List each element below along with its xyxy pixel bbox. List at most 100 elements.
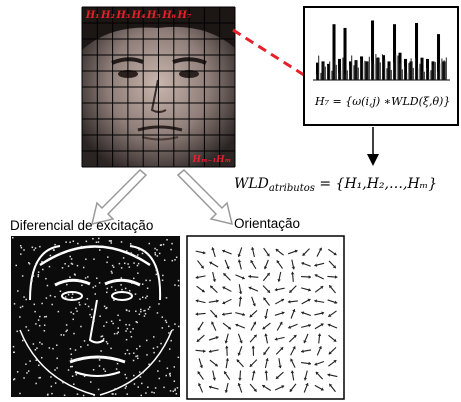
orientation-arrow (237, 333, 243, 344)
edge-dot (91, 308, 93, 311)
edge-dot (103, 325, 105, 327)
edge-dot (67, 265, 70, 267)
orientation-arrow (301, 298, 311, 305)
edge-dot (39, 245, 41, 248)
edge-dot (96, 277, 98, 280)
edge-dot (95, 241, 98, 244)
edge-dot (49, 294, 52, 297)
histogram-bar (375, 54, 377, 80)
edge-dot (144, 312, 147, 315)
edge-dot (84, 303, 87, 305)
hollow-arrow-left (90, 168, 148, 226)
orientation-arrow (249, 359, 258, 368)
histogram-bar (404, 65, 405, 80)
edge-dot (56, 357, 58, 360)
edge-dot (126, 327, 129, 330)
edge-dot (35, 359, 38, 362)
edge-dot (85, 258, 87, 261)
edge-dot (100, 335, 103, 338)
edge-dot (65, 330, 67, 333)
edge-dot (143, 310, 145, 312)
histogram-bar (327, 64, 328, 80)
edge-dot (138, 313, 141, 316)
edge-dot (39, 376, 42, 379)
edge-dot (39, 341, 41, 344)
edge-dot (131, 379, 133, 382)
edge-dot (175, 392, 178, 395)
edge-dot (164, 344, 166, 346)
edge-dot (144, 297, 147, 299)
orientation-arrow (289, 383, 297, 393)
edge-dot (116, 359, 119, 362)
edge-dot (145, 279, 147, 282)
edge-dot (154, 247, 156, 250)
orientation-arrow (195, 349, 206, 353)
edge-dot (76, 393, 79, 395)
edge-dot (43, 316, 46, 318)
orientation-arrow (236, 359, 244, 368)
edge-dot (87, 344, 89, 346)
edge-dot (166, 367, 169, 370)
edge-dot (59, 290, 62, 293)
edge-dot (45, 297, 48, 299)
histogram-bar (333, 60, 335, 80)
orientation-arrow (290, 370, 295, 381)
histogram-bar (364, 60, 366, 80)
edge-dot (161, 327, 164, 329)
histogram-bar (421, 71, 423, 80)
edge-dot (103, 305, 106, 308)
edge-dot (83, 340, 86, 342)
histogram-bar (393, 62, 394, 80)
orientation-arrow (277, 271, 282, 282)
orientation-arrow (301, 361, 312, 366)
edge-dot (146, 253, 149, 256)
dashed-connector (232, 28, 305, 77)
histogram-bar (351, 55, 353, 80)
edge-dot (145, 392, 147, 394)
edge-dot (98, 359, 101, 361)
edge-dot (152, 347, 155, 350)
formula-rhs: = {H₁,H₂,…,Hₘ} (319, 176, 438, 192)
orientation-arrow (302, 248, 310, 257)
histogram-bar (377, 57, 379, 80)
edge-dot (174, 323, 176, 325)
edge-dot (51, 392, 53, 395)
edge-dot (160, 342, 162, 345)
edge-dot (159, 244, 162, 246)
histogram-bar (346, 70, 348, 80)
edge-dot (154, 387, 157, 389)
histogram-bar (393, 24, 397, 80)
histogram-bar (426, 67, 427, 80)
orientation-arrow (250, 321, 257, 331)
orientation-arrow (196, 334, 205, 343)
edge-dot (34, 349, 37, 351)
edge-dot (35, 323, 37, 325)
edge-dot (70, 358, 73, 360)
edge-dot (171, 259, 174, 262)
orientation-arrow (235, 274, 245, 280)
edge-dot (136, 321, 138, 324)
edge-dot (20, 246, 23, 249)
histogram-bar (362, 62, 364, 80)
edge-dot (105, 306, 108, 309)
orientation-arrow (275, 298, 285, 305)
orientation-arrow (301, 275, 312, 279)
orientation-arrow (276, 321, 283, 331)
edge-dot (15, 264, 17, 267)
orientation-arrow (327, 248, 337, 256)
edge-dot (166, 239, 168, 241)
edge-dot (165, 374, 167, 377)
edge-dot (137, 272, 139, 274)
edge-dot (39, 315, 41, 318)
edge-dot (80, 346, 82, 348)
orientation-arrow (195, 299, 206, 304)
edge-dot (139, 376, 142, 378)
histogram-bar (412, 67, 414, 80)
orientation-arrow (224, 333, 229, 344)
orientation-arrow (222, 286, 232, 292)
histogram-bar (415, 58, 416, 80)
histogram-bar (353, 65, 355, 80)
edge-dot (22, 339, 24, 342)
edge-dot (136, 355, 139, 357)
edge-dot (33, 249, 35, 251)
